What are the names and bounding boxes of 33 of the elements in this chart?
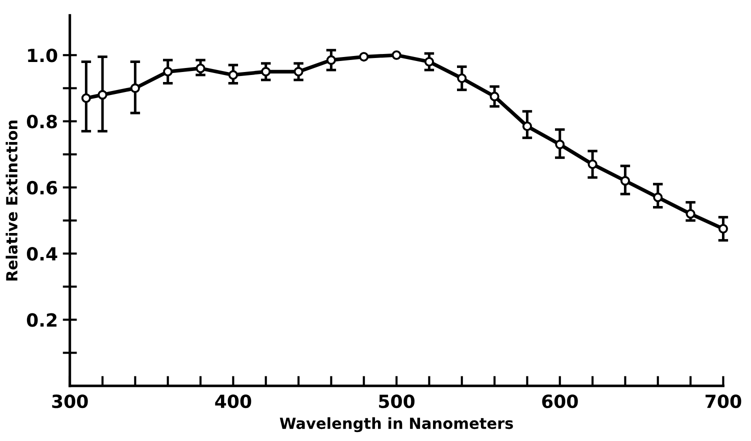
y-tick-label: 1.0	[28, 48, 58, 62]
point	[163, 66, 173, 76]
point	[294, 66, 304, 76]
point	[653, 192, 663, 202]
point	[261, 66, 271, 76]
x-tick-label: 400	[215, 394, 252, 408]
point	[457, 73, 467, 84]
point	[228, 70, 238, 80]
y-tick-label: 0.6	[26, 180, 58, 195]
point	[81, 93, 91, 103]
point	[555, 140, 565, 150]
y-axis-title: Relative Extinction	[6, 120, 18, 281]
point	[424, 56, 434, 67]
x-tick-label: 300	[52, 394, 88, 408]
point	[522, 121, 532, 132]
point	[98, 90, 108, 100]
point	[718, 224, 728, 234]
x-tick-label: 500	[379, 394, 415, 408]
y-tick-label: 0.8	[26, 114, 57, 128]
point	[588, 159, 598, 170]
x-tick-label: 600	[542, 394, 578, 408]
point	[686, 209, 696, 219]
point	[130, 83, 140, 93]
point	[620, 176, 630, 186]
point	[196, 64, 206, 74]
y-tick-label: 0.2	[26, 313, 56, 327]
x-tick-label: 700	[706, 394, 742, 408]
point	[326, 55, 336, 65]
point	[490, 92, 500, 102]
point	[359, 52, 369, 62]
point	[392, 50, 402, 60]
x-axis-title: Wavelength in Nanometers	[280, 417, 513, 432]
y-tick-label: 0.4	[26, 247, 58, 261]
